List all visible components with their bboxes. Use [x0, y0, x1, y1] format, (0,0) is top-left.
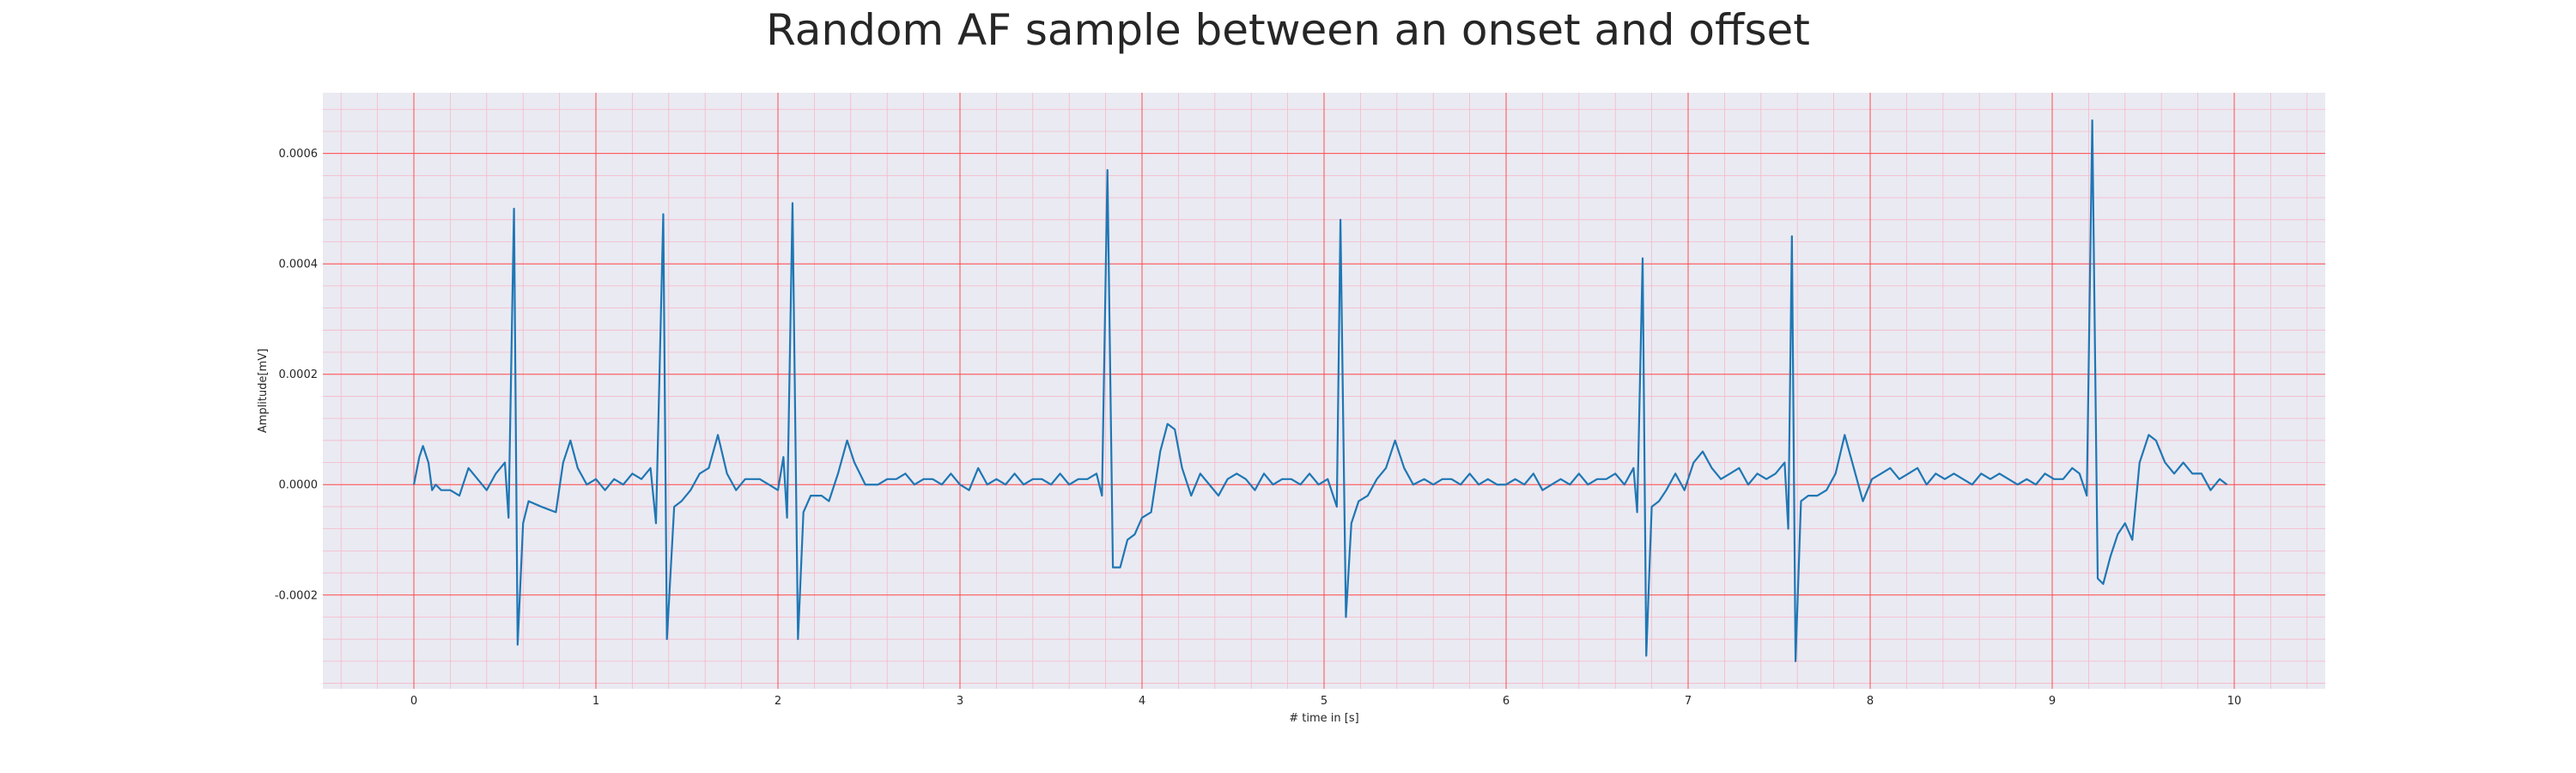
x-tick-label: 1 [592, 695, 599, 708]
y-tick-label: 0.0006 [279, 148, 319, 161]
x-tick-label: 4 [1139, 695, 1145, 708]
x-tick-label: 7 [1685, 695, 1692, 708]
x-tick-label: 8 [1867, 695, 1874, 708]
x-tick-label: 2 [775, 695, 781, 708]
y-tick-label: 0.0004 [279, 259, 319, 271]
x-tick-label: 0 [410, 695, 417, 708]
chart-title: Random AF sample between an onset and of… [766, 5, 1810, 55]
x-tick-label: 9 [2049, 695, 2056, 708]
x-tick-label: 5 [1321, 695, 1327, 708]
x-tick-label: 3 [957, 695, 963, 708]
series-layer [412, 119, 2228, 662]
x-axis-label: # time in [s] [1289, 712, 1358, 725]
ecg-series-line [412, 119, 2228, 662]
x-tick-label: 6 [1503, 695, 1510, 708]
y-tick-label: -0.0002 [275, 589, 318, 602]
y-tick-label: 0.0002 [279, 368, 319, 381]
x-tick-label: 10 [2227, 695, 2242, 708]
y-axis-label: Amplitude[mV] [257, 349, 270, 433]
y-tick-label: 0.0000 [279, 479, 319, 492]
tick-labels: 0 1 2 3 4 5 6 7 8 9 10 -0.0002 0.0000 0.0002 0.0004 0.0… [275, 148, 2241, 708]
